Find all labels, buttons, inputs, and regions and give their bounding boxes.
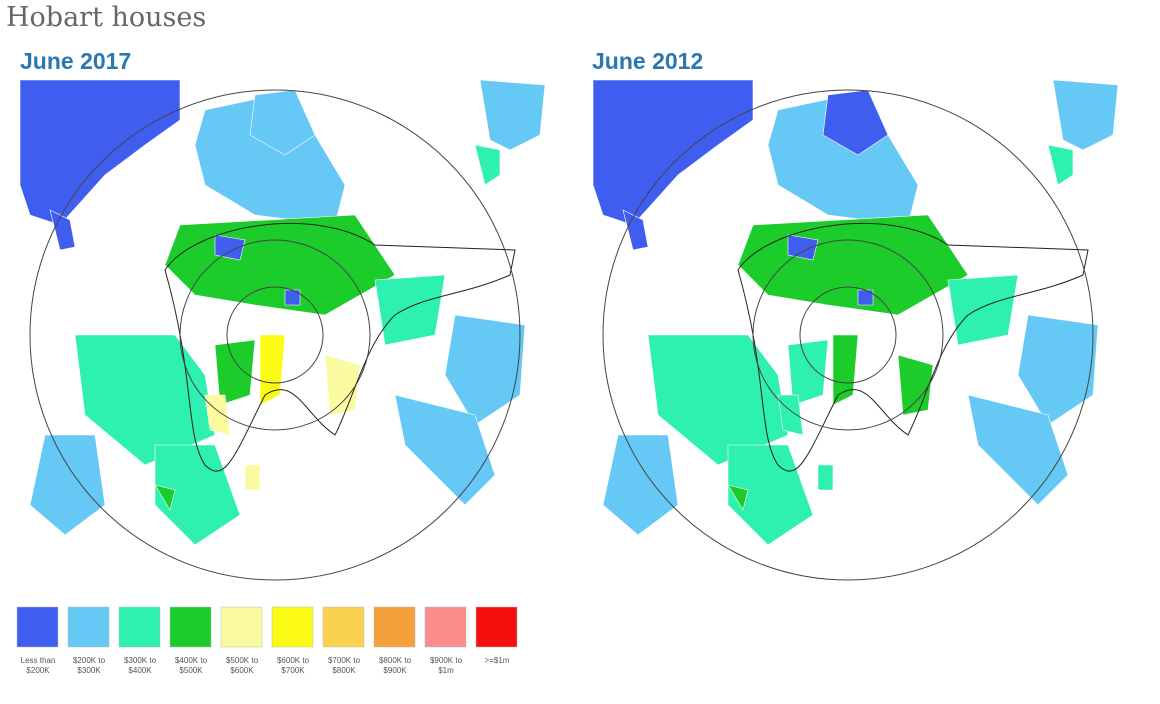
suburb-region xyxy=(214,234,246,261)
coastline xyxy=(737,222,1089,472)
suburb-region xyxy=(154,444,241,546)
suburb-region xyxy=(947,274,1019,346)
legend-label: $800K to $900K xyxy=(378,656,412,675)
legend-label: $300K to $400K xyxy=(123,656,157,675)
legend-label: $500K to $600K xyxy=(225,656,259,675)
legend-swatch xyxy=(169,606,212,648)
legend-swatch xyxy=(424,606,467,648)
suburb-region xyxy=(444,314,526,426)
legend-label: $700K to $800K xyxy=(327,656,361,675)
legend-swatch xyxy=(16,606,59,648)
suburb-region xyxy=(817,464,834,491)
suburb-region xyxy=(394,394,496,506)
suburb-region xyxy=(49,209,76,251)
suburb-region xyxy=(1047,144,1074,186)
legend-label: >=$1m xyxy=(484,656,510,665)
suburb-region xyxy=(647,334,789,466)
distance-ring xyxy=(752,239,944,431)
suburb-region xyxy=(592,79,754,226)
suburb-region xyxy=(29,434,106,536)
distance-ring xyxy=(29,89,521,581)
legend-swatch xyxy=(475,606,518,648)
legend-swatch xyxy=(271,606,314,648)
distance-ring xyxy=(226,286,324,384)
panel-title: June 2012 xyxy=(592,48,704,74)
suburb-region xyxy=(832,334,859,406)
suburb-region xyxy=(474,144,501,186)
suburb-region xyxy=(1052,79,1119,151)
distance-ring xyxy=(179,239,371,431)
map xyxy=(18,78,548,593)
suburb-region xyxy=(154,484,176,511)
page-title: Hobart houses xyxy=(6,2,207,33)
suburb-region xyxy=(1017,314,1099,426)
suburb-region xyxy=(214,339,256,406)
suburb-region xyxy=(259,334,286,406)
suburb-region xyxy=(622,209,649,251)
legend-swatch xyxy=(118,606,161,648)
suburb-region xyxy=(324,354,361,416)
legend-label: $600K to $700K xyxy=(276,656,310,675)
map xyxy=(591,78,1121,593)
suburb-region xyxy=(727,444,814,546)
legend-label: $200K to $300K xyxy=(72,656,106,675)
legend-swatch xyxy=(373,606,416,648)
legend-label: $900K to $1m xyxy=(429,656,463,675)
coastline xyxy=(164,222,516,472)
legend-label: Less than $200K xyxy=(20,656,56,675)
legend-swatch xyxy=(322,606,365,648)
suburb-region xyxy=(602,434,679,536)
suburb-region xyxy=(897,354,934,416)
legend-swatch xyxy=(67,606,110,648)
suburb-region xyxy=(787,234,819,261)
suburb-region xyxy=(19,79,181,226)
suburb-region xyxy=(967,394,1069,506)
suburb-region xyxy=(374,274,446,346)
suburb-region xyxy=(244,464,261,491)
suburb-region xyxy=(727,484,749,511)
distance-ring xyxy=(602,89,1094,581)
suburb-region xyxy=(787,339,829,406)
suburb-region xyxy=(857,289,874,306)
suburb-region xyxy=(284,289,301,306)
suburb-region xyxy=(74,334,216,466)
panel-title: June 2017 xyxy=(20,48,132,74)
legend-label: $400K to $500K xyxy=(174,656,208,675)
distance-ring xyxy=(799,286,897,384)
legend-swatch xyxy=(220,606,263,648)
suburb-region xyxy=(479,79,546,151)
